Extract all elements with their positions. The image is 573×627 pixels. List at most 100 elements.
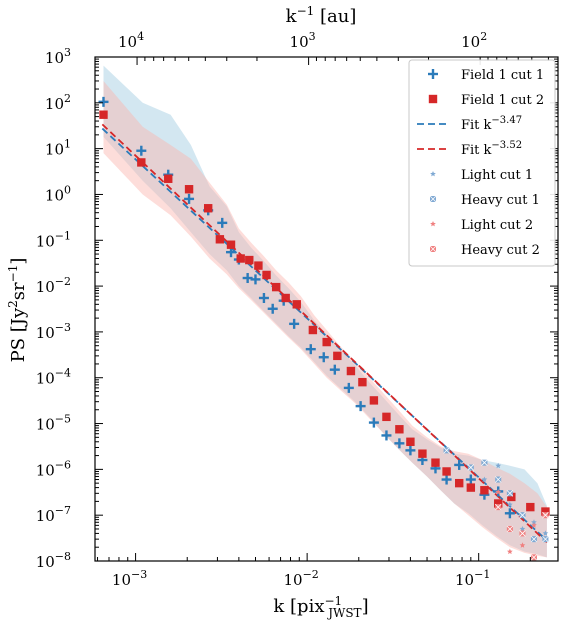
point-square-series2 xyxy=(215,235,225,244)
point-square-series2 xyxy=(137,158,146,167)
point-square-series2-sq xyxy=(271,282,281,292)
point-plus-series1 xyxy=(465,474,476,485)
point-square-series2 xyxy=(203,204,213,213)
legend-label-text: Light cut 1 xyxy=(461,168,533,183)
y-tick-label-exp: 3 xyxy=(64,46,71,59)
point-square-series2 xyxy=(164,174,173,183)
point-square-series2 xyxy=(494,499,503,508)
point-square-series2-sq xyxy=(346,366,356,376)
y-tick-label-exp: −2 xyxy=(55,275,71,288)
point-xsq-series6-x2 xyxy=(530,535,538,543)
point-star-series5 xyxy=(531,519,537,525)
fit-line-2 xyxy=(101,123,548,544)
point-square-series2-sq xyxy=(215,235,225,244)
fit-line-1 xyxy=(101,127,548,542)
point-square-series2-sq xyxy=(164,174,173,183)
point-xsq-series6-x2 xyxy=(542,535,549,543)
y-tick-label-exp: 1 xyxy=(64,138,71,151)
point-plus-series1 xyxy=(267,303,278,314)
point-plus-series1 xyxy=(250,274,261,285)
legend-swatch xyxy=(428,94,438,104)
point-square-series2-sq xyxy=(358,377,367,387)
top-tick-label: 103 xyxy=(290,30,316,51)
point-square-series2-sq xyxy=(526,502,535,512)
point-plus-series1 xyxy=(329,364,340,375)
point-xsq-series6 xyxy=(542,535,549,543)
y-tick-label: 100 xyxy=(45,183,71,204)
point-square-series2 xyxy=(184,185,194,194)
point-square-series2 xyxy=(431,458,440,467)
point-star-series7 xyxy=(495,489,502,495)
point-star-series5-star xyxy=(519,526,526,532)
point-star-series5 xyxy=(495,462,502,469)
point-square-series2 xyxy=(442,467,451,476)
point-star-series5-star xyxy=(542,530,549,536)
legend-box xyxy=(408,59,556,267)
y-tick-label-base: 10 xyxy=(36,416,55,434)
point-square-series2 xyxy=(236,254,245,263)
point-plus-series1 xyxy=(441,474,452,485)
top-tick-label-exp: 3 xyxy=(309,30,316,43)
y-tick-label-exp: −4 xyxy=(55,367,71,380)
y-tick-label-exp: −1 xyxy=(55,229,71,242)
point-square-series2 xyxy=(271,282,281,292)
x-tick-label-base: 10 xyxy=(455,571,474,589)
legend-label: Fit k−3.47 xyxy=(461,115,522,133)
legend-label: Heavy cut 2 xyxy=(461,243,540,258)
point-xsq-series6 xyxy=(530,535,538,543)
y-tick-label-exp: −8 xyxy=(55,550,71,563)
point-star-series5 xyxy=(542,530,549,536)
point-square-series2-sq xyxy=(262,270,271,280)
point-plus-series1 xyxy=(318,352,329,363)
top-tick-label-exp: 2 xyxy=(480,30,487,43)
point-star-series5-star xyxy=(531,519,537,525)
y-axis-label: PS [Jy2sr−1] xyxy=(6,258,29,363)
y-tick-label: 10−1 xyxy=(36,229,71,250)
x-tick-label-base: 10 xyxy=(112,571,131,589)
point-xsq-series8 xyxy=(494,503,502,511)
point-square-series2-sq xyxy=(455,478,464,488)
y-tick-label: 10−2 xyxy=(36,275,71,296)
y-tick-label: 10−5 xyxy=(36,413,71,434)
top-tick-label-base: 10 xyxy=(461,33,480,51)
point-xsq-series8-x2 xyxy=(519,530,526,537)
point-square-series2-sq xyxy=(184,185,194,194)
legend-label: Heavy cut 1 xyxy=(461,193,540,208)
point-square-series2-sq xyxy=(466,483,476,492)
point-plus-series1 xyxy=(136,145,147,156)
point-square-series2 xyxy=(418,449,427,458)
point-square-series2 xyxy=(308,325,318,335)
point-xsq-series8 xyxy=(530,554,538,561)
point-square-series2 xyxy=(346,366,356,376)
point-square-series2-sq xyxy=(99,110,108,119)
point-square-series2-sq xyxy=(281,293,290,303)
top-axis-label: k−1 [au] xyxy=(286,4,357,27)
point-plus-series1 xyxy=(217,217,228,228)
point-square-series2 xyxy=(99,110,108,119)
point-plus-series1 xyxy=(184,193,195,204)
point-xsq-series6 xyxy=(494,476,502,483)
point-square-series2-sq xyxy=(203,204,213,213)
y-tick-label-base: 10 xyxy=(45,95,64,113)
axis-ticks: 10−3 10−2 10−110310210110010−110−210−310−4… xyxy=(36,30,558,589)
y-tick-label-base: 10 xyxy=(36,278,55,296)
point-xsq-series8 xyxy=(519,530,526,537)
x-tick-label-exp: −2 xyxy=(303,568,319,581)
legend-swatch-x2 xyxy=(429,195,437,203)
point-plus-series1 xyxy=(343,382,354,393)
top-tick-label: 102 xyxy=(461,30,487,51)
point-square-series2 xyxy=(292,300,301,309)
point-square-series2 xyxy=(245,255,254,265)
point-square-series2 xyxy=(226,240,236,249)
y-tick-label-exp: −7 xyxy=(55,504,71,517)
point-xsq-series8 xyxy=(542,511,549,519)
point-square-series2-sq xyxy=(226,240,236,249)
point-plus-series1 xyxy=(394,438,405,449)
y-tick-label-exp: 0 xyxy=(64,183,71,196)
point-square-series2-sq xyxy=(382,412,391,422)
point-square-series2 xyxy=(406,437,415,446)
y-tick-label-base: 10 xyxy=(45,49,64,67)
x-tick-label: 10−3 xyxy=(112,568,147,589)
x-tick-label: 10−2 xyxy=(283,568,318,589)
